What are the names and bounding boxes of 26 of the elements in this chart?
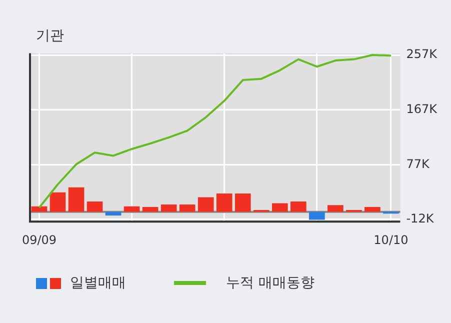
bar <box>160 204 177 212</box>
legend-label: 누적 매매동향 <box>226 274 314 292</box>
y-tick-label: 257K <box>406 47 438 62</box>
bar <box>198 197 214 212</box>
bar <box>31 206 48 212</box>
bar <box>234 194 251 212</box>
chart-title: 기관 <box>36 27 64 45</box>
bar <box>179 204 196 212</box>
bar <box>364 206 380 212</box>
x-tick-label: 10/10 <box>374 232 408 247</box>
bar <box>272 203 288 212</box>
legend-label: 일별매매 <box>70 274 126 292</box>
bar <box>68 187 84 212</box>
bar <box>142 206 158 212</box>
bar <box>290 201 306 212</box>
bar <box>124 206 140 212</box>
y-tick-label: -12K <box>406 211 435 226</box>
bar <box>216 194 232 212</box>
y-tick-label: 167K <box>406 102 438 116</box>
bar <box>105 212 122 216</box>
bar <box>50 192 66 212</box>
x-tick-label: 09/09 <box>22 232 57 247</box>
y-tick-label: 77K <box>406 156 430 171</box>
bar <box>309 212 325 220</box>
bar <box>86 201 103 212</box>
bar <box>328 205 344 212</box>
